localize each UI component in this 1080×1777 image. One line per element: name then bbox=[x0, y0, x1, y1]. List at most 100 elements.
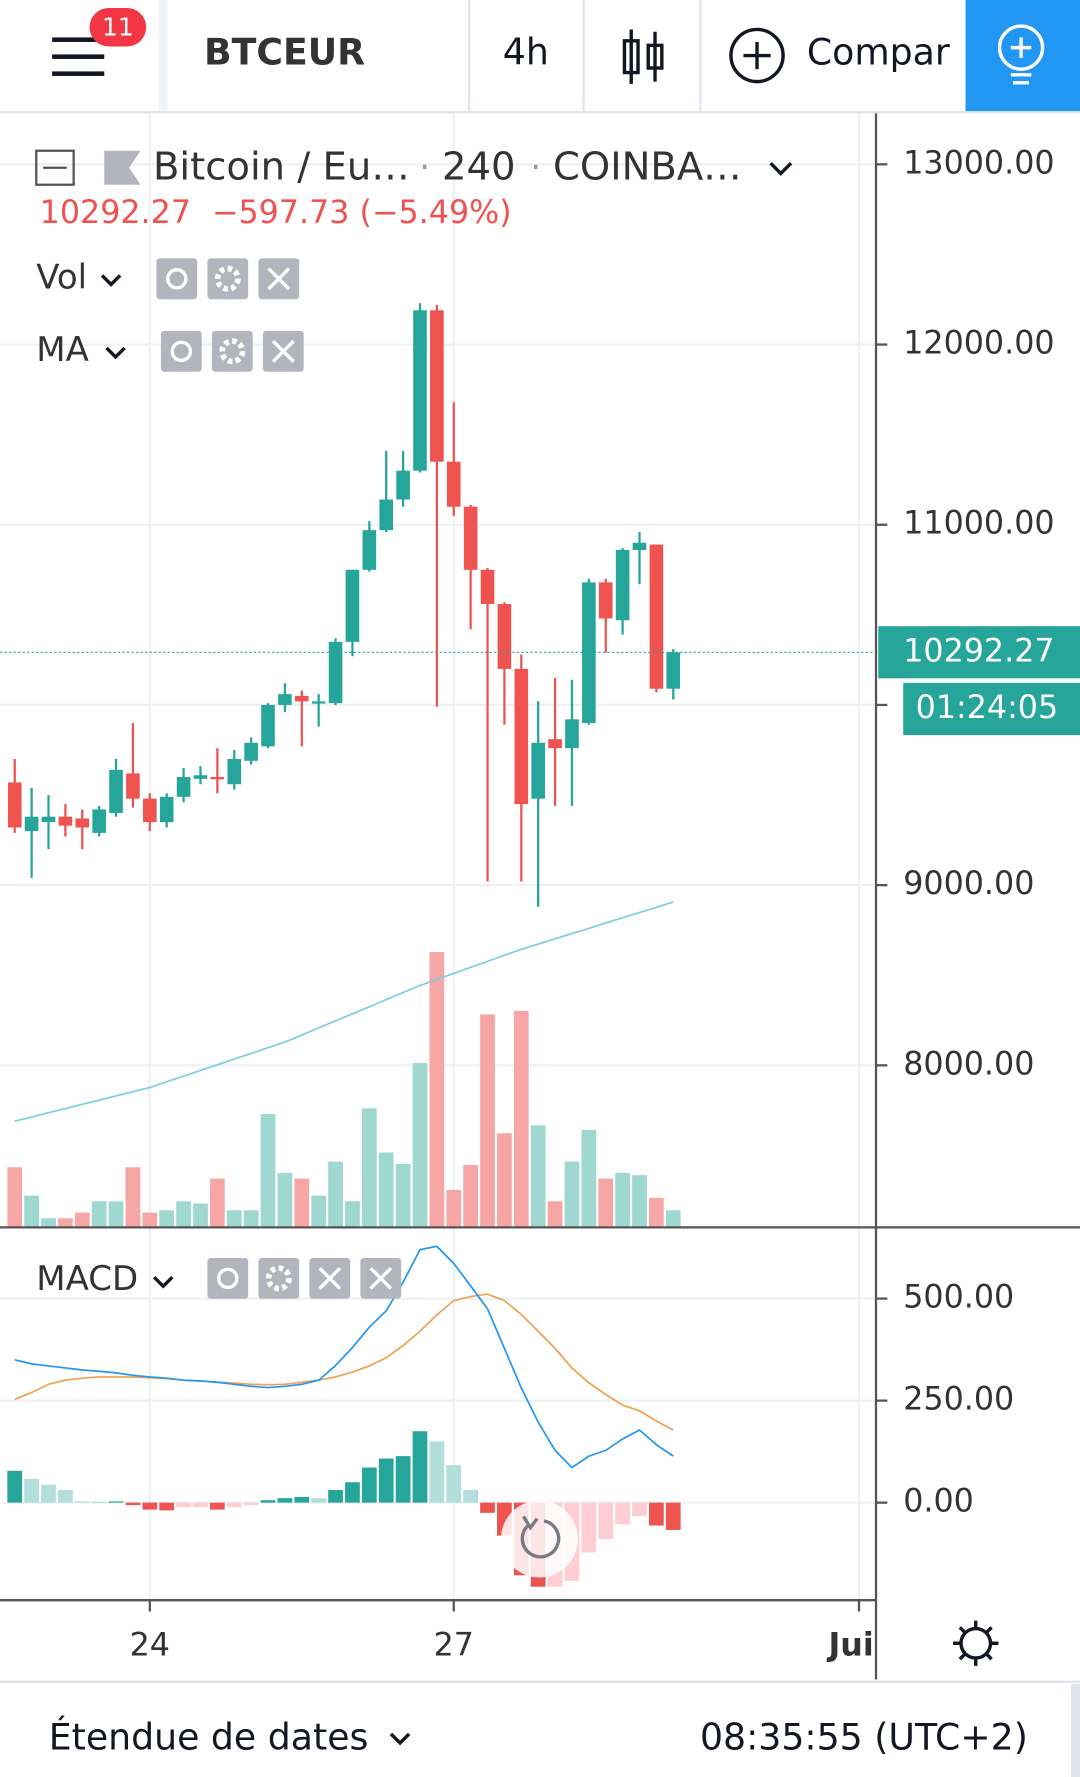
exchange: COINBA… bbox=[553, 144, 742, 189]
histogram-bar bbox=[243, 1502, 259, 1506]
dropdown bbox=[105, 346, 126, 360]
gear-teeth bbox=[953, 1620, 999, 1666]
candle-body bbox=[311, 701, 326, 704]
candle-body bbox=[109, 769, 123, 814]
y-tick-label: 13000.00 bbox=[903, 145, 1054, 181]
toolbar: 11 BTCEUR 4h Compar bbox=[0, 0, 1080, 114]
candle-body bbox=[497, 604, 512, 669]
volume-bar bbox=[446, 1189, 462, 1228]
compare-button[interactable]: Compar bbox=[729, 27, 950, 84]
histogram-bar bbox=[277, 1498, 293, 1503]
dropdown[interactable] bbox=[769, 162, 793, 176]
icon-rect bbox=[646, 43, 664, 70]
volume-bar bbox=[58, 1218, 73, 1228]
collapse-icon[interactable] bbox=[35, 149, 75, 186]
y-tick-label: 12000.00 bbox=[903, 326, 1054, 362]
y-tick-label: 500.00 bbox=[903, 1280, 1014, 1316]
bulb-icon bbox=[997, 24, 1045, 85]
candle-body bbox=[548, 739, 562, 749]
volume-bar bbox=[226, 1210, 242, 1228]
gear-icon bbox=[219, 338, 246, 365]
symbol[interactable]: BTCEUR bbox=[204, 30, 365, 73]
last-price-tag bbox=[878, 626, 1080, 679]
volume-bar bbox=[429, 951, 445, 1228]
histogram-bar bbox=[142, 1502, 158, 1510]
control-button[interactable] bbox=[160, 330, 202, 372]
volume-bar bbox=[74, 1212, 90, 1228]
histogram-bar bbox=[632, 1502, 647, 1517]
volume-bar bbox=[7, 1167, 23, 1228]
reset-bg bbox=[500, 1500, 578, 1578]
candle-body bbox=[362, 530, 377, 570]
gear-icon bbox=[214, 265, 241, 292]
dropdown bbox=[100, 274, 122, 287]
volume-bar bbox=[497, 1133, 512, 1228]
histogram-bar bbox=[328, 1489, 343, 1503]
histogram-bar bbox=[7, 1470, 23, 1503]
signal-line bbox=[14, 1293, 674, 1431]
histogram-bar bbox=[58, 1489, 73, 1503]
candle-body bbox=[227, 759, 242, 785]
control-button[interactable] bbox=[258, 1257, 300, 1299]
reset-button[interactable] bbox=[500, 1500, 578, 1578]
chart-type-button[interactable] bbox=[622, 29, 664, 84]
settings-button[interactable] bbox=[953, 1620, 999, 1666]
candle-body bbox=[598, 582, 613, 619]
price-change: −597.73 (−5.49%) bbox=[212, 195, 512, 231]
date-range[interactable]: Étendue de dates bbox=[49, 1716, 369, 1759]
control-button[interactable] bbox=[207, 1257, 249, 1299]
close-icon bbox=[318, 1266, 342, 1290]
volume-bar bbox=[209, 1178, 225, 1228]
volume-bar bbox=[345, 1201, 360, 1228]
menu-button[interactable]: 11 bbox=[52, 7, 147, 76]
control-button[interactable] bbox=[156, 258, 198, 300]
candle-body bbox=[615, 549, 630, 621]
histogram-bar bbox=[345, 1482, 360, 1503]
interval[interactable]: 4h bbox=[503, 30, 549, 73]
volume-bar bbox=[311, 1195, 327, 1228]
candle-body bbox=[531, 742, 545, 799]
control-button[interactable] bbox=[207, 258, 249, 300]
dropdown bbox=[152, 1276, 174, 1289]
y-tick-label: 8000.00 bbox=[903, 1046, 1034, 1082]
candle-body bbox=[143, 798, 157, 823]
histogram-bar bbox=[159, 1502, 175, 1511]
volume-bar bbox=[41, 1218, 56, 1228]
indicator-controls bbox=[160, 330, 304, 372]
histogram-bar bbox=[226, 1502, 242, 1508]
candle-body bbox=[480, 569, 495, 605]
volume-bar bbox=[243, 1210, 259, 1228]
candle-body bbox=[92, 809, 106, 833]
candle-body bbox=[193, 775, 208, 779]
histogram-bar bbox=[91, 1501, 107, 1503]
candle-body bbox=[294, 695, 309, 702]
volume-bar bbox=[193, 1203, 208, 1228]
legend: Bitcoin / Eu… · 240 · COINBA… 10292.27 −… bbox=[35, 144, 793, 372]
volume-bar bbox=[513, 1010, 529, 1228]
histogram-bar bbox=[361, 1467, 377, 1503]
histogram-bar bbox=[665, 1502, 681, 1530]
control-button[interactable] bbox=[211, 330, 253, 372]
menu-line bbox=[52, 71, 105, 76]
flag-icon bbox=[104, 150, 141, 185]
volume-bar bbox=[142, 1212, 158, 1228]
histogram-bar bbox=[412, 1431, 428, 1503]
volume-bar bbox=[547, 1201, 563, 1228]
macd-legend: MACD bbox=[36, 1257, 402, 1299]
badge bbox=[89, 7, 147, 47]
eye-icon bbox=[166, 268, 188, 290]
candle-body bbox=[24, 816, 39, 832]
macd-line bbox=[14, 1245, 674, 1469]
volume-bar bbox=[159, 1210, 175, 1228]
candle-body bbox=[328, 641, 343, 704]
last-price: 10292.27 bbox=[40, 195, 191, 231]
candle-body bbox=[666, 652, 681, 689]
clock[interactable]: 08:35:55 (UTC+2) bbox=[700, 1716, 1028, 1759]
candle-body bbox=[430, 310, 444, 462]
histogram-bar bbox=[125, 1502, 141, 1506]
eye-icon bbox=[170, 340, 193, 363]
candle-body bbox=[396, 470, 410, 500]
candle-body bbox=[632, 542, 647, 550]
